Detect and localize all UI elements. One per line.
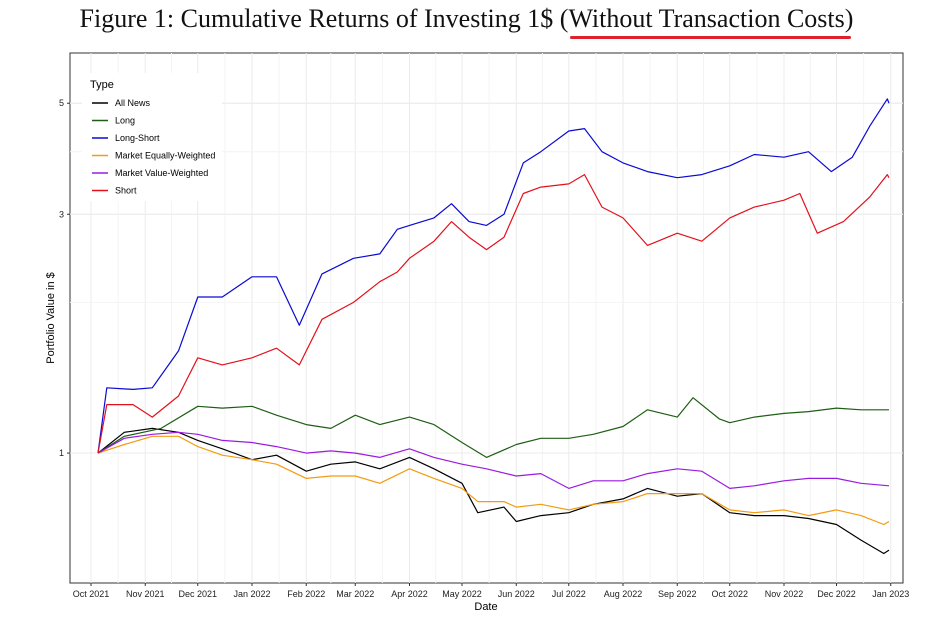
x-tick-label: Oct 2021: [73, 589, 110, 599]
figure-title-main: Figure 1: Cumulative Returns of Investin…: [79, 4, 569, 33]
series-line-long: [97, 397, 889, 458]
legend-label: Short: [115, 186, 137, 196]
series-line-long-short: [97, 98, 890, 454]
y-tick-label: 1: [59, 448, 64, 458]
x-tick-label: Mar 2022: [336, 589, 374, 599]
x-tick-label: Jan 2022: [233, 589, 270, 599]
legend-label: Long: [115, 116, 135, 126]
axis-layer: Oct 2021 Nov 2021 Dec 2021 Jan 2022 Feb 2022…: [59, 98, 909, 599]
x-tick-label: Dec 2021: [178, 589, 217, 599]
legend-background: [82, 73, 222, 201]
legend-label: Market Equally-Weighted: [115, 151, 215, 161]
x-tick-label: Jul 2022: [552, 589, 586, 599]
y-tick-label: 3: [59, 209, 64, 219]
x-tick-label: Oct 2022: [711, 589, 748, 599]
figure-title: Figure 1: Cumulative Returns of Investin…: [0, 4, 933, 39]
legend-label: Market Value-Weighted: [115, 168, 208, 178]
x-tick-label: Feb 2022: [287, 589, 325, 599]
x-tick-label: May 2022: [442, 589, 482, 599]
x-tick-label: Sep 2022: [658, 589, 697, 599]
series-layer: [97, 98, 890, 555]
legend: Type All News Long Long-Short Market Equall…: [82, 73, 222, 201]
series-line-market-value-weighted: [97, 431, 890, 489]
legend-title: Type: [90, 79, 114, 91]
x-tick-label: Jun 2022: [498, 589, 535, 599]
series-line-market-equally-weighted: [97, 435, 890, 526]
x-tick-label: Nov 2022: [765, 589, 804, 599]
y-tick-label: 5: [59, 98, 64, 108]
y-axis-title: Portfolio Value in $: [45, 272, 57, 364]
figure-title-highlight: Without Transaction Costs: [568, 4, 852, 39]
x-tick-label: Jan 2023: [872, 589, 909, 599]
x-axis-title: Date: [474, 601, 497, 613]
x-tick-label: Nov 2021: [126, 589, 165, 599]
x-tick-label: Aug 2022: [604, 589, 643, 599]
legend-label: Long-Short: [115, 133, 160, 143]
legend-label: All News: [115, 98, 151, 108]
x-tick-label: Apr 2022: [391, 589, 428, 599]
series-line-all-news: [97, 427, 890, 555]
x-tick-label: Dec 2022: [817, 589, 856, 599]
figure-title-end: ): [844, 4, 854, 33]
series-line-short: [97, 174, 890, 454]
